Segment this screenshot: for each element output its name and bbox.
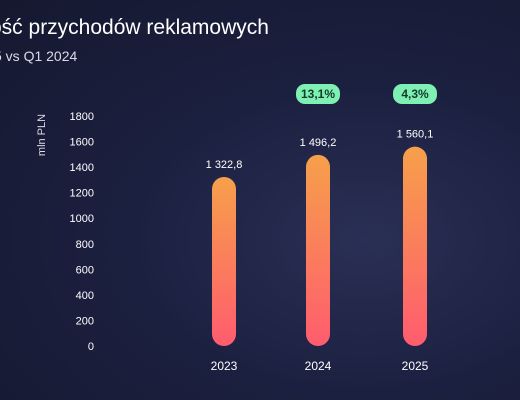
y-tick-label: 1200	[70, 188, 94, 200]
chart-subtitle: 5 vs Q1 2024	[0, 48, 78, 64]
growth-badge-2025	[393, 84, 437, 104]
data-label-2023: 1 322,8	[206, 159, 243, 171]
growth-badge-label-2025: 4,3%	[401, 87, 429, 101]
y-tick-label: 800	[76, 239, 94, 251]
growth-badge-label-2024: 13,1%	[301, 87, 335, 101]
y-tick-label: 200	[76, 315, 94, 327]
x-tick-label-2024: 2024	[305, 359, 332, 373]
y-tick-label: 0	[88, 341, 94, 353]
y-tick-label: 1800	[70, 111, 94, 123]
y-tick-label: 1000	[70, 213, 94, 225]
bar-2024	[306, 154, 330, 346]
bar-2025	[403, 146, 427, 346]
x-tick-label-2023: 2023	[211, 359, 238, 373]
data-label-2025: 1 560,1	[397, 129, 434, 141]
y-tick-label: 400	[76, 290, 94, 302]
bar-2023	[212, 176, 236, 346]
y-tick-label: 600	[76, 264, 94, 276]
y-tick-label: 1400	[70, 162, 94, 174]
chart-title: ość przychodów reklamowych	[0, 16, 269, 39]
y-axis-label: mln PLN	[36, 114, 48, 156]
data-label-2024: 1 496,2	[300, 137, 337, 149]
growth-badge-2024	[296, 84, 340, 104]
x-tick-label-2025: 2025	[402, 359, 429, 373]
y-tick-label: 1600	[70, 137, 94, 149]
